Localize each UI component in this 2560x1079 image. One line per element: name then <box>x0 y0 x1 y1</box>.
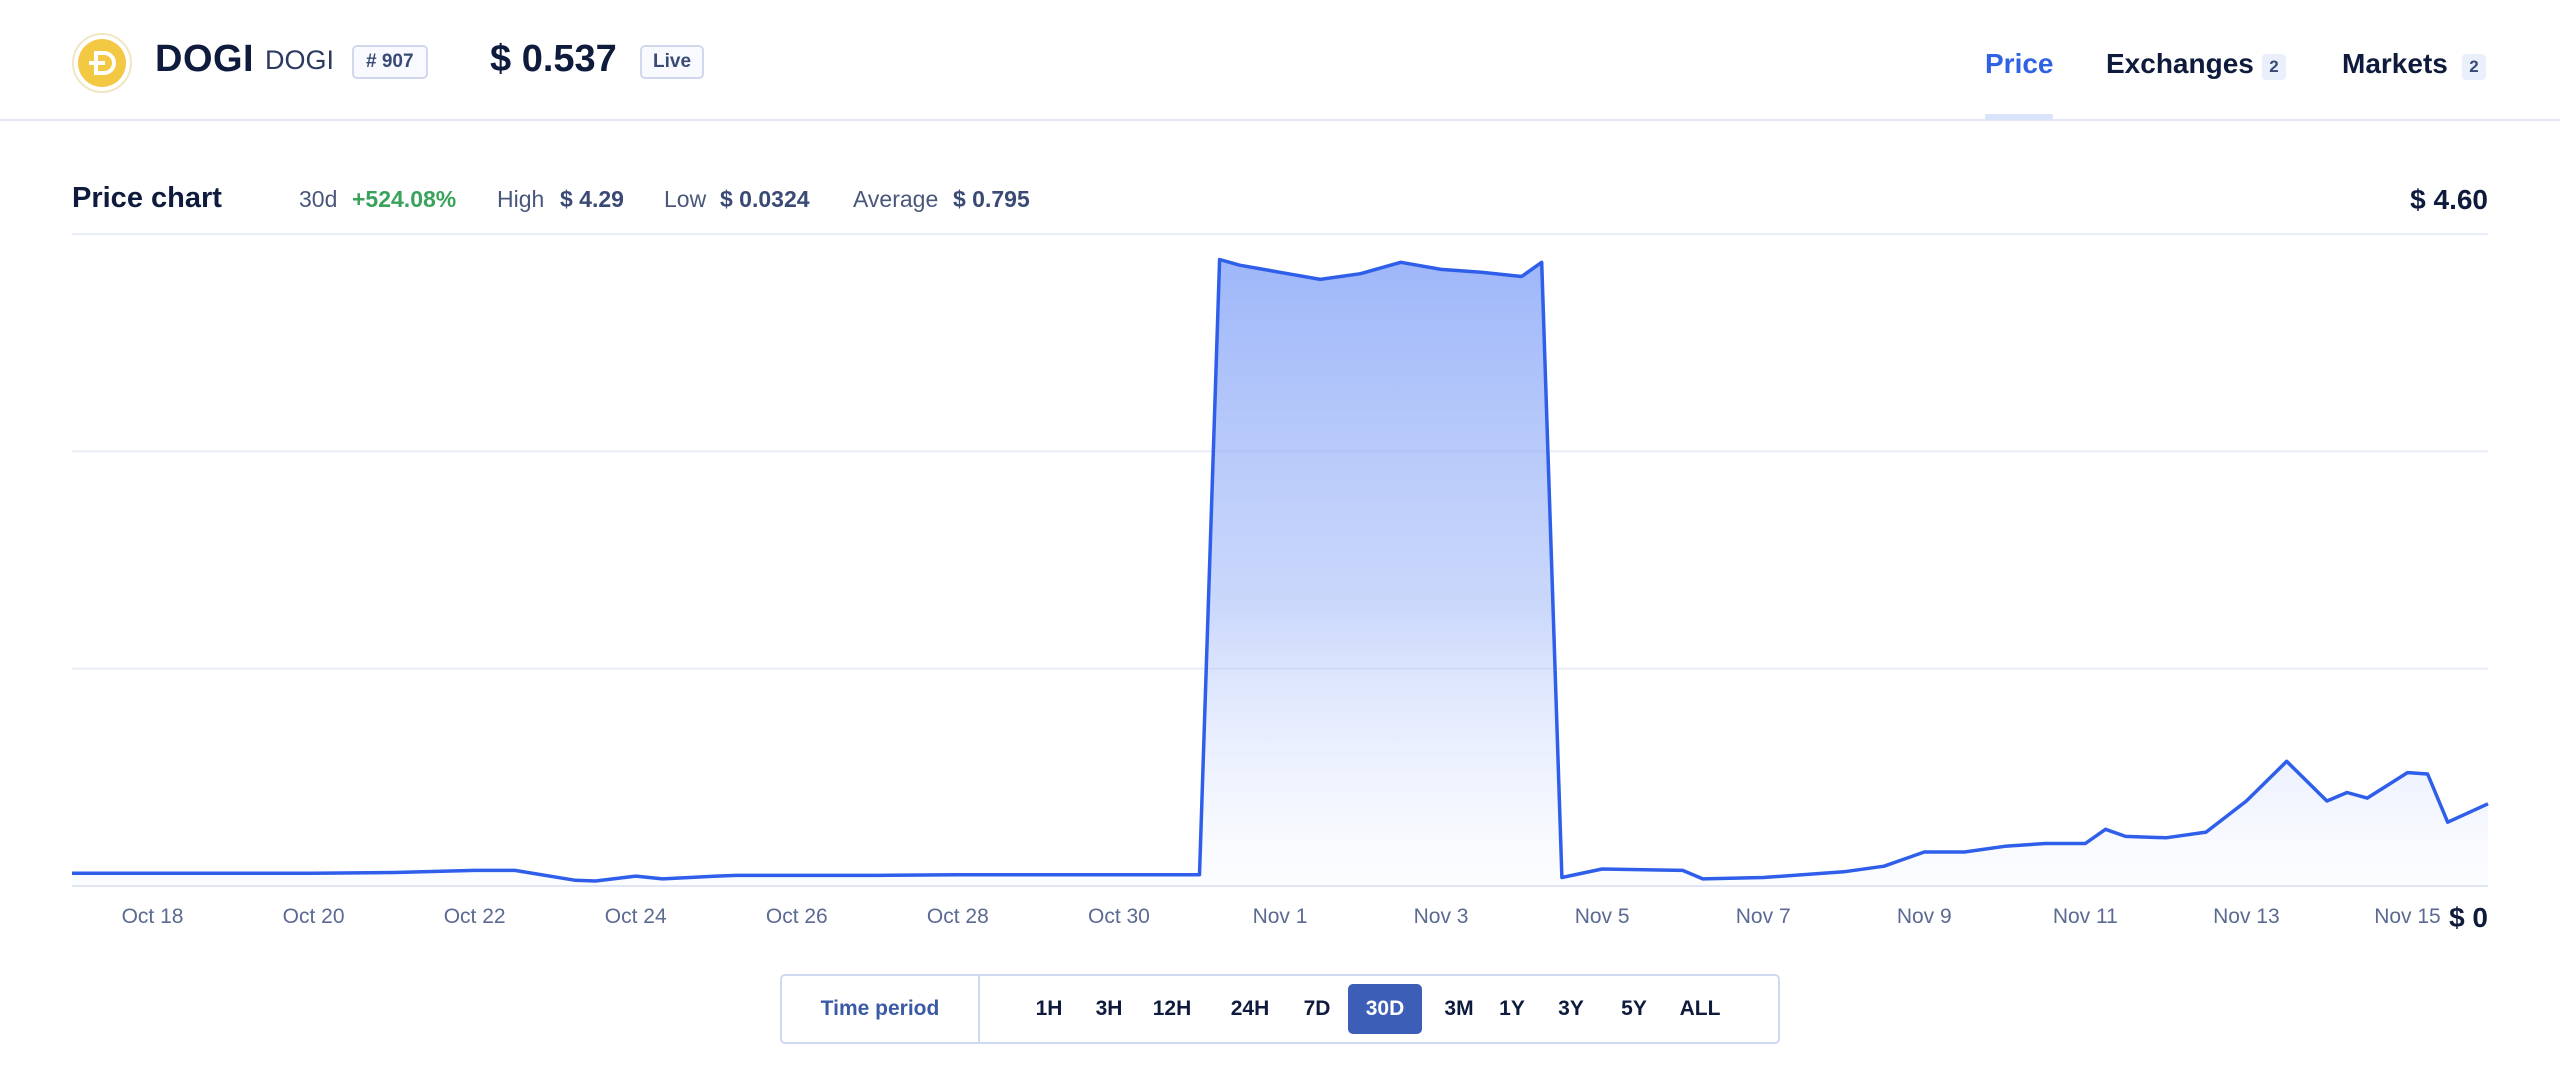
exchanges-count-badge: 2 <box>2262 54 2286 80</box>
price-area-fill <box>72 259 2488 886</box>
period-button-3m[interactable]: 3M <box>1444 997 1474 1020</box>
low-label: Low <box>664 186 707 212</box>
period-button-1y[interactable]: 1Y <box>1499 997 1525 1020</box>
period-button-7d[interactable]: 7D <box>1303 997 1331 1020</box>
average-value: $ 0.795 <box>953 186 1030 212</box>
x-tick-label: Oct 20 <box>283 905 345 928</box>
y-axis-min-label: $ 0 <box>2449 902 2488 933</box>
coin-header: DOGI DOGI # 907 $ 0.537 Live Price Excha… <box>0 0 2560 121</box>
high-label: High <box>497 186 545 212</box>
high-value: $ 4.29 <box>560 186 624 212</box>
period-button-all[interactable]: ALL <box>1679 997 1721 1020</box>
change-value: +524.08% <box>352 186 457 212</box>
x-tick-label: Nov 9 <box>1897 905 1952 928</box>
x-tick-label: Nov 15 <box>2374 905 2441 928</box>
rank-badge: # 907 <box>352 45 428 79</box>
x-tick-label: Oct 24 <box>605 905 667 928</box>
x-tick-label: Nov 3 <box>1414 905 1469 928</box>
tab-markets[interactable]: Markets <box>2342 48 2448 79</box>
active-tab-indicator <box>1985 114 2053 120</box>
period-button-24h[interactable]: 24H <box>1230 997 1270 1020</box>
period-button-5y[interactable]: 5Y <box>1621 997 1647 1020</box>
x-tick-label: Oct 28 <box>927 905 989 928</box>
x-tick-label: Nov 7 <box>1736 905 1791 928</box>
coin-symbol: DOGI <box>265 45 335 75</box>
live-badge: Live <box>640 45 705 79</box>
low-value: $ 0.0324 <box>720 186 810 212</box>
x-tick-label: Nov 5 <box>1575 905 1630 928</box>
period-button-30d[interactable]: 30D <box>1348 984 1422 1034</box>
x-tick-label: Nov 13 <box>2213 905 2280 928</box>
price-line <box>72 257 2489 883</box>
period-button-3h[interactable]: 3H <box>1095 997 1123 1020</box>
y-axis-max-label: $ 4.60 <box>2410 184 2488 215</box>
markets-count-badge: 2 <box>2462 54 2486 80</box>
period-button-3y[interactable]: 3Y <box>1558 997 1584 1020</box>
tab-exchanges[interactable]: Exchanges <box>2106 48 2254 79</box>
period-button-12h[interactable]: 12H <box>1152 997 1192 1020</box>
period-button-1h[interactable]: 1H <box>1035 997 1063 1020</box>
dogi-logo-icon <box>78 39 126 87</box>
x-tick-label: Oct 22 <box>444 905 506 928</box>
time-period-selector: Time period 1H 3H 12H 24H 7D 30D 3M 1Y 3Y 5Y ALL <box>780 974 1780 1044</box>
coin-logo <box>72 33 132 93</box>
coin-price: $ 0.537 <box>490 38 617 80</box>
tab-price[interactable]: Price <box>1985 48 2054 79</box>
x-tick-label: Oct 26 <box>766 905 828 928</box>
coin-name: DOGI <box>155 38 255 80</box>
x-tick-label: Oct 30 <box>1088 905 1150 928</box>
x-tick-label: Oct 18 <box>122 905 184 928</box>
average-label: Average <box>853 186 939 212</box>
change-period-label: 30d <box>299 186 338 212</box>
time-period-label: Time period <box>782 976 980 1042</box>
price-chart-title: Price chart <box>72 182 222 214</box>
x-tick-label: Nov 1 <box>1253 905 1308 928</box>
x-tick-label: Nov 11 <box>2053 905 2118 928</box>
